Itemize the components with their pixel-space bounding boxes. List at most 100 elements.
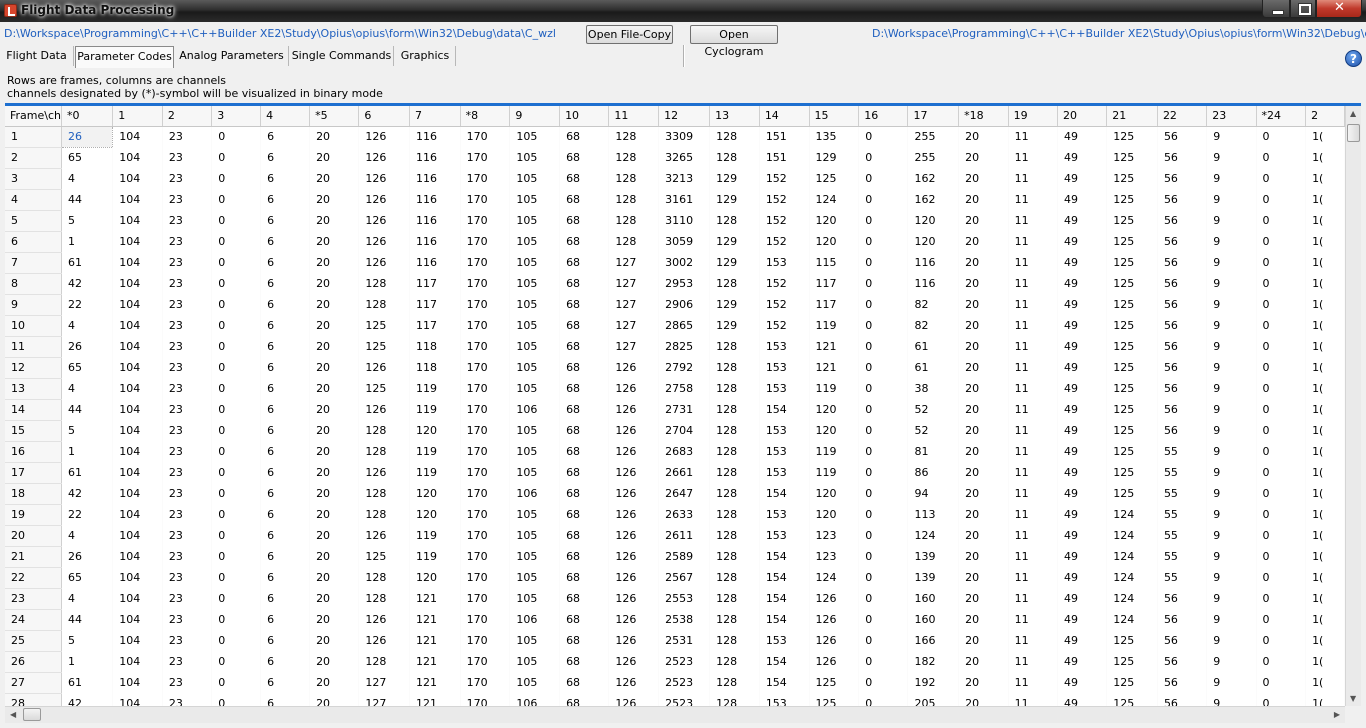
- channel-cell[interactable]: 128: [709, 441, 760, 462]
- channel-cell[interactable]: 0: [1256, 420, 1307, 441]
- channel-cell[interactable]: 170: [460, 462, 511, 483]
- channel-cell[interactable]: 170: [460, 588, 511, 609]
- channel-cell[interactable]: 0: [211, 546, 262, 567]
- channel-cell[interactable]: 0: [211, 315, 262, 336]
- channel-cell[interactable]: 1(: [1305, 147, 1345, 168]
- channel-cell[interactable]: 49: [1057, 294, 1108, 315]
- channel-cell[interactable]: 20: [309, 399, 360, 420]
- channel-cell[interactable]: 55: [1157, 546, 1208, 567]
- channel-header[interactable]: 12: [658, 106, 711, 127]
- channel-cell[interactable]: 0: [1256, 126, 1307, 147]
- channel-cell[interactable]: 105: [509, 546, 561, 567]
- parameter-codes-grid[interactable]: Frame\ch *0 1 2 3 4 *5 6 7 *8 9 10 11 12 13 14 15 16 17 *18…: [5, 106, 1345, 706]
- channel-cell[interactable]: 2661: [658, 462, 711, 483]
- frame-number[interactable]: 26: [5, 651, 62, 673]
- channel-cell[interactable]: 126: [608, 525, 660, 546]
- channel-cell[interactable]: 182: [907, 651, 960, 672]
- channel-cell[interactable]: 1: [61, 651, 114, 672]
- channel-header[interactable]: *18: [958, 106, 1009, 127]
- frame-number[interactable]: 9: [5, 294, 62, 316]
- channel-cell[interactable]: 128: [709, 399, 760, 420]
- channel-cell[interactable]: 0: [1256, 504, 1307, 525]
- channel-cell[interactable]: 20: [309, 609, 360, 630]
- channel-cell[interactable]: 2731: [658, 399, 711, 420]
- channel-cell[interactable]: 56: [1157, 231, 1208, 252]
- channel-cell[interactable]: 0: [858, 210, 909, 231]
- channel-cell[interactable]: 49: [1057, 399, 1108, 420]
- channel-cell[interactable]: 11: [1008, 441, 1058, 462]
- channel-cell[interactable]: 1(: [1305, 672, 1345, 693]
- channel-cell[interactable]: 128: [709, 651, 760, 672]
- channel-cell[interactable]: 65: [61, 357, 114, 378]
- scroll-left-icon[interactable]: ◀: [10, 710, 17, 719]
- tab-flight-data[interactable]: Flight Data: [0, 46, 74, 66]
- channel-cell[interactable]: 20: [958, 399, 1009, 420]
- channel-cell[interactable]: 170: [460, 483, 511, 504]
- channel-cell[interactable]: 116: [409, 252, 461, 273]
- channel-cell[interactable]: 128: [709, 630, 760, 651]
- channel-cell[interactable]: 154: [759, 399, 810, 420]
- channel-cell[interactable]: 121: [809, 357, 860, 378]
- channel-cell[interactable]: 160: [907, 609, 960, 630]
- channel-cell[interactable]: 128: [608, 168, 660, 189]
- channel-cell[interactable]: 23: [162, 588, 213, 609]
- channel-cell[interactable]: 105: [509, 189, 561, 210]
- channel-header[interactable]: *5: [309, 106, 360, 127]
- channel-cell[interactable]: 23: [162, 441, 213, 462]
- channel-cell[interactable]: 128: [709, 273, 760, 294]
- channel-cell[interactable]: 129: [709, 252, 760, 273]
- channel-cell[interactable]: 9: [1206, 441, 1257, 462]
- channel-header[interactable]: 7: [409, 106, 461, 127]
- channel-cell[interactable]: 56: [1157, 588, 1208, 609]
- channel-cell[interactable]: 11: [1008, 252, 1058, 273]
- channel-cell[interactable]: 49: [1057, 672, 1108, 693]
- frame-number[interactable]: 5: [5, 210, 62, 232]
- channel-cell[interactable]: 49: [1057, 336, 1108, 357]
- channel-cell[interactable]: 104: [112, 399, 163, 420]
- channel-cell[interactable]: 104: [112, 420, 163, 441]
- channel-cell[interactable]: 23: [162, 315, 213, 336]
- channel-cell[interactable]: 117: [809, 294, 860, 315]
- channel-cell[interactable]: 0: [211, 126, 262, 147]
- channel-cell[interactable]: 128: [709, 357, 760, 378]
- channel-cell[interactable]: 20: [309, 336, 360, 357]
- channel-cell[interactable]: 49: [1057, 378, 1108, 399]
- channel-cell[interactable]: 104: [112, 126, 163, 147]
- channel-header[interactable]: *0: [61, 106, 114, 127]
- channel-cell[interactable]: 56: [1157, 651, 1208, 672]
- channel-cell[interactable]: 20: [958, 693, 1009, 706]
- channel-cell[interactable]: 11: [1008, 483, 1058, 504]
- channel-cell[interactable]: 139: [907, 546, 960, 567]
- channel-cell[interactable]: 49: [1057, 630, 1108, 651]
- channel-cell[interactable]: 104: [112, 147, 163, 168]
- channel-cell[interactable]: 121: [409, 588, 461, 609]
- channel-cell[interactable]: 139: [907, 567, 960, 588]
- channel-cell[interactable]: 125: [1106, 126, 1158, 147]
- channel-cell[interactable]: 56: [1157, 147, 1208, 168]
- channel-cell[interactable]: 61: [907, 357, 960, 378]
- channel-cell[interactable]: 104: [112, 441, 163, 462]
- channel-cell[interactable]: 9: [1206, 672, 1257, 693]
- channel-cell[interactable]: 2647: [658, 483, 711, 504]
- channel-cell[interactable]: 9: [1206, 273, 1257, 294]
- channel-cell[interactable]: 125: [809, 672, 860, 693]
- channel-cell[interactable]: 6: [260, 462, 311, 483]
- channel-cell[interactable]: 23: [162, 546, 213, 567]
- channel-cell[interactable]: 0: [211, 273, 262, 294]
- frame-number[interactable]: 16: [5, 441, 62, 463]
- channel-cell[interactable]: 68: [559, 294, 610, 315]
- channel-header[interactable]: 17: [907, 106, 960, 127]
- frame-number[interactable]: 25: [5, 630, 62, 652]
- channel-cell[interactable]: 105: [509, 672, 561, 693]
- channel-cell[interactable]: 68: [559, 378, 610, 399]
- channel-cell[interactable]: 9: [1206, 168, 1257, 189]
- channel-cell[interactable]: 105: [509, 504, 561, 525]
- channel-cell[interactable]: 126: [608, 462, 660, 483]
- channel-cell[interactable]: 126: [358, 609, 411, 630]
- channel-cell[interactable]: 0: [211, 483, 262, 504]
- channel-cell[interactable]: 104: [112, 168, 163, 189]
- channel-cell[interactable]: 68: [559, 231, 610, 252]
- channel-cell[interactable]: 9: [1206, 546, 1257, 567]
- channel-header[interactable]: 4: [260, 106, 311, 127]
- channel-cell[interactable]: 3161: [658, 189, 711, 210]
